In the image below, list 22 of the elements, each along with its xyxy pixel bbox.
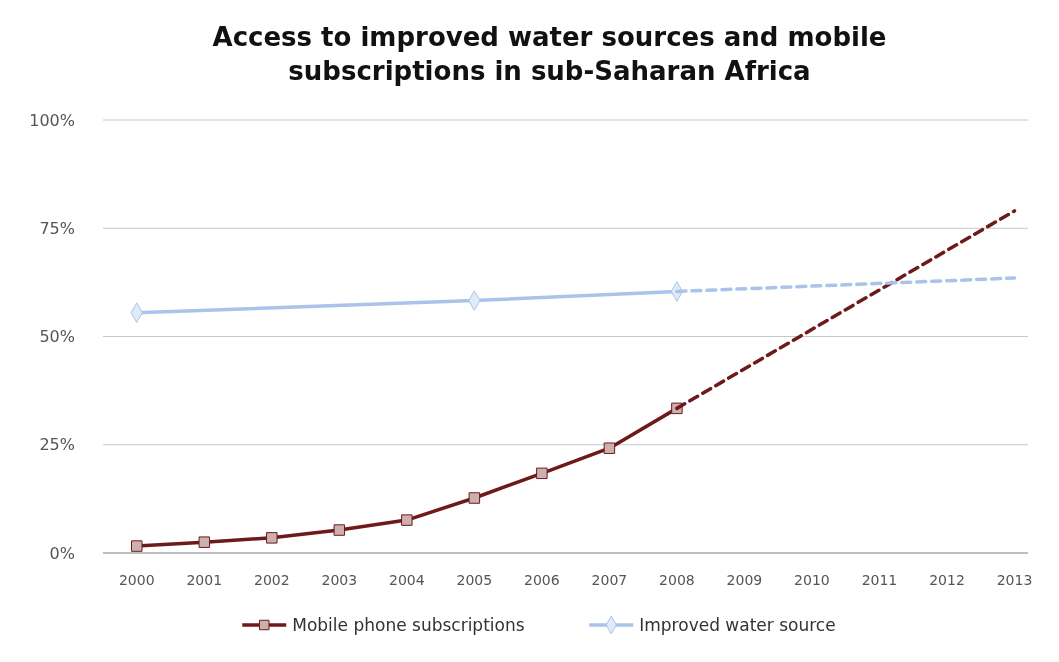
x-tick-label: 2004 — [389, 572, 425, 588]
x-tick-label: 2000 — [118, 572, 155, 588]
y-tick-label: 75% — [39, 218, 75, 238]
x-tick-label: 2007 — [591, 572, 628, 588]
y-tick-label: 50% — [39, 327, 75, 347]
x-tick-label: 2009 — [726, 572, 763, 588]
legend-label: Mobile phone subscriptions — [292, 614, 525, 635]
x-tick-label: 2008 — [659, 572, 695, 588]
x-tick-label: 2013 — [996, 572, 1033, 588]
x-tick-label: 2001 — [186, 572, 223, 588]
x-tick-label: 2010 — [794, 572, 830, 588]
x-tick-label: 2005 — [456, 572, 493, 588]
x-tick-label: 2006 — [524, 572, 560, 588]
y-tick-label: 100% — [29, 110, 75, 130]
chart-title: Access to improved water sources and mobile subscriptions in sub-Saharan Africa — [212, 22, 887, 86]
y-tick-label: 0% — [49, 543, 75, 563]
x-tick-label: 2012 — [929, 572, 965, 588]
y-tick-label: 25% — [39, 435, 75, 455]
legend-label: Improved water source — [639, 614, 836, 635]
x-tick-label: 2003 — [321, 572, 358, 588]
x-tick-label: 2002 — [253, 572, 290, 588]
x-tick-label: 2011 — [861, 572, 898, 588]
